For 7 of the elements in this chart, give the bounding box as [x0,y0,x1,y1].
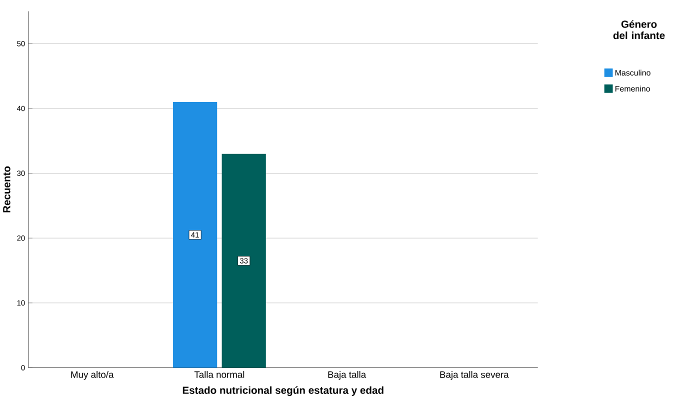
x-tick-label: Talla normal [194,370,244,378]
x-tick-label: Baja talla [328,370,366,380]
x-tick-label: Baja talla severa [440,370,509,380]
x-tick-label: Muy alto/a [71,370,114,380]
legend-title: Género del infante [613,20,665,39]
x-axis-title: Estado nutricional según estatura y edad [182,386,384,396]
y-axis-title: Recuento [3,166,10,212]
